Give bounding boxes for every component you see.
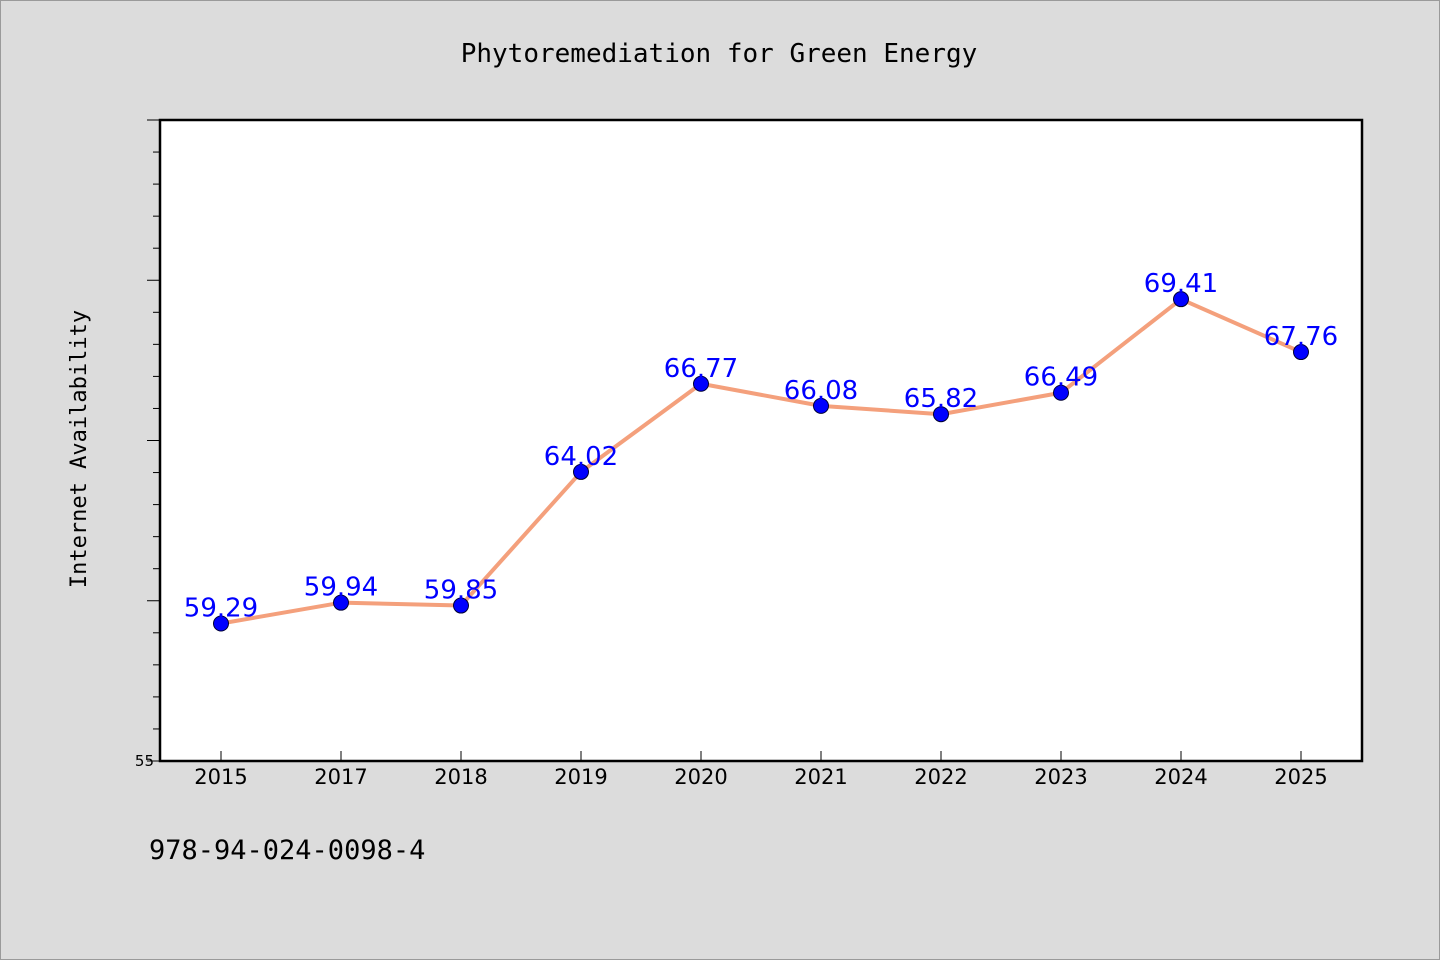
data-label: 66.77 — [664, 354, 738, 384]
data-label: 65.82 — [904, 384, 978, 414]
y-tick-label: 55 — [135, 752, 154, 770]
data-point — [333, 594, 349, 611]
x-tick-label: 2023 — [1034, 765, 1087, 789]
x-tick-label: 2022 — [914, 765, 967, 789]
data-labels: 59.29 59.94 59.85 64.02 66.77 66.08 65.82 66.49… — [184, 269, 1338, 623]
data-label: 69.41 — [1144, 269, 1218, 299]
x-tick-label: 2019 — [554, 765, 607, 789]
x-tick-label: 2024 — [1154, 765, 1207, 789]
series-line — [219, 297, 1303, 626]
x-tick-label: 2021 — [794, 765, 847, 789]
data-label: 59.29 — [184, 594, 258, 624]
data-point — [1293, 344, 1309, 361]
data-point — [1173, 291, 1189, 308]
data-point — [1053, 384, 1069, 401]
data-label: 59.94 — [304, 573, 378, 603]
data-label: 66.08 — [784, 376, 858, 406]
data-point — [453, 597, 469, 614]
x-tick-label: 2015 — [194, 765, 247, 789]
data-point — [573, 463, 589, 480]
data-point — [693, 375, 709, 392]
y-axis-label: Internet Availability — [67, 310, 92, 588]
plot-area — [160, 120, 1362, 761]
plot-frame — [158, 118, 1364, 763]
x-tick-label: 2018 — [434, 765, 487, 789]
x-axis-ticks: 2015 2017 2018 2019 2020 2021 2022 2023 2024 2025 — [194, 751, 1328, 789]
data-label: 67.76 — [1264, 322, 1338, 352]
series-markers — [213, 291, 1309, 632]
data-point — [213, 615, 229, 632]
data-label: 64.02 — [544, 442, 618, 472]
data-label: 66.49 — [1024, 363, 1098, 393]
data-label: 59.85 — [424, 576, 498, 606]
x-tick-label: 2025 — [1274, 765, 1327, 789]
x-tick-label: 2017 — [314, 765, 367, 789]
chart-title: Phytoremediation for Green Energy — [461, 39, 978, 69]
x-tick-label: 2020 — [674, 765, 727, 789]
data-point — [933, 406, 949, 423]
y-axis-ticks: 55 — [135, 119, 160, 770]
isbn-text: 978-94-024-0098-4 — [149, 835, 426, 866]
data-point — [813, 397, 829, 414]
